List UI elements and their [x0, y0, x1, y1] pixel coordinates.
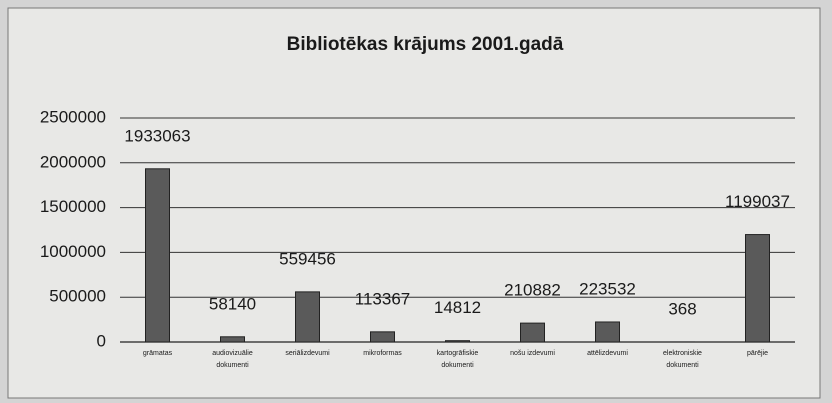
data-label: 58140 [209, 294, 256, 313]
x-tick-label: seriālizdevumi [285, 350, 330, 357]
data-label: 368 [668, 299, 696, 318]
y-tick-label: 2500000 [40, 107, 106, 126]
y-tick-label: 0 [97, 331, 106, 350]
bar [445, 340, 470, 343]
x-tick-label: nošu izdevumi [510, 350, 555, 357]
y-tick-label: 1500000 [40, 197, 106, 216]
x-tick-label: kartogrāfiskie dokumenti [436, 350, 479, 369]
x-tick-label: mikroformas [363, 350, 402, 357]
y-tick-label: 2000000 [40, 152, 106, 171]
bar [370, 331, 395, 343]
bar [220, 336, 245, 343]
bar [295, 291, 320, 343]
x-tick-label: attēlizdevumi [587, 350, 628, 357]
data-label: 559456 [279, 249, 336, 268]
data-label: 223532 [579, 279, 636, 298]
y-tick-label: 500000 [49, 287, 106, 306]
x-tick-label: audiovizuālie dokumenti [212, 350, 253, 369]
bar [520, 322, 545, 343]
data-label: 210882 [504, 281, 561, 300]
x-tick-label: pārējie [746, 350, 768, 357]
bar [145, 168, 170, 343]
bar [745, 234, 770, 343]
chart-title: Bibliotēkas krājums 2001.gadā [287, 34, 564, 55]
x-tick-label: grāmatas [142, 350, 173, 357]
x-tick-label: elektroniskie dokumenti [663, 350, 702, 369]
bar [595, 321, 620, 343]
data-label: 1199037 [725, 192, 790, 211]
data-label: 113367 [355, 289, 410, 308]
data-label: 1933063 [124, 126, 190, 145]
data-label: 14812 [434, 298, 481, 317]
chart-frame [7, 7, 821, 399]
y-tick-label: 1000000 [40, 242, 106, 261]
